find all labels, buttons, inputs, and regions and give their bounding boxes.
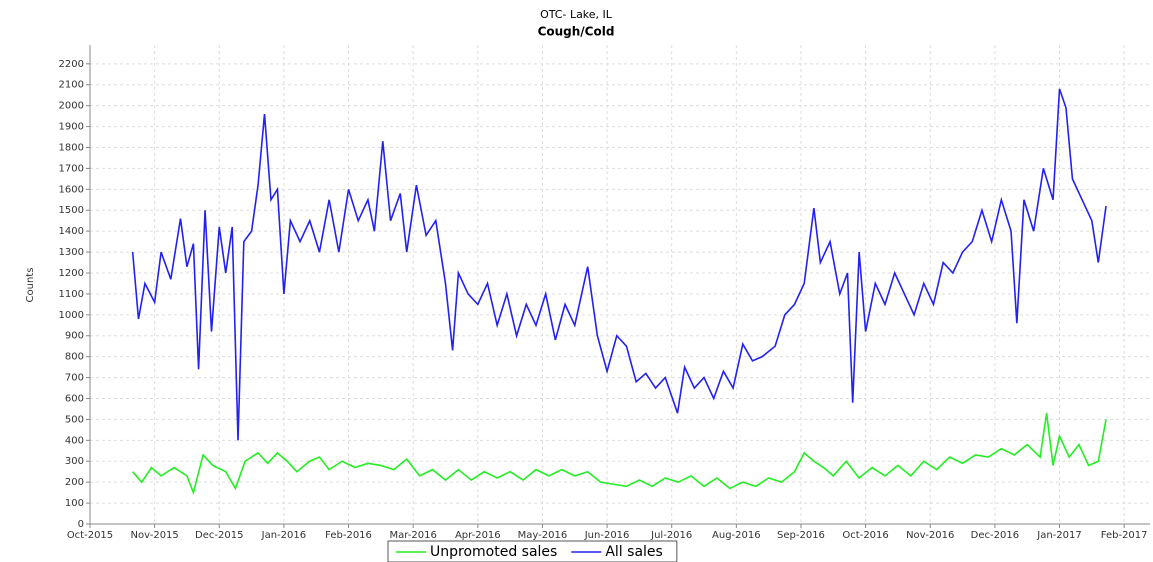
y-tick-label: 0: [78, 519, 84, 530]
x-tick-label: Dec-2016: [971, 530, 1019, 541]
legend: Unpromoted sales All sales: [387, 540, 678, 562]
legend-box: [387, 540, 678, 562]
y-tick-label: 1100: [59, 289, 84, 300]
y-tick-label: 2200: [59, 59, 84, 70]
y-tick-label: 2100: [59, 80, 84, 91]
x-tick-label: Apr-2016: [455, 530, 501, 541]
y-tick-label: 200: [65, 477, 84, 488]
x-tick-label: Mar-2016: [390, 530, 437, 541]
y-tick-label: 1700: [59, 163, 84, 174]
y-tick-label: 700: [65, 373, 84, 384]
y-tick-label: 500: [65, 414, 84, 425]
y-tick-label: 1900: [59, 122, 84, 133]
y-tick-label: 800: [65, 352, 84, 363]
y-tick-label: 1500: [59, 205, 84, 216]
chart-subtitle: Cough/Cold: [538, 25, 615, 39]
y-tick-label: 2000: [59, 101, 84, 112]
y-axis-label: Counts: [25, 268, 36, 303]
y-tick-label: 1300: [59, 247, 84, 258]
y-tick-label: 100: [65, 498, 84, 509]
y-tick-label: 900: [65, 331, 84, 342]
x-tick-label: Oct-2016: [842, 530, 888, 541]
legend-label: All sales: [605, 544, 662, 560]
x-tick-label: Jul-2016: [650, 530, 692, 541]
x-tick-label: Aug-2016: [712, 530, 761, 541]
chart-title: OTC- Lake, IL: [540, 8, 613, 21]
x-tick-label: Nov-2016: [906, 530, 954, 541]
x-tick-label: Jan-2017: [1036, 530, 1081, 541]
y-tick-label: 600: [65, 393, 84, 404]
y-tick-label: 1800: [59, 142, 84, 153]
x-tick-label: Sep-2016: [777, 530, 825, 541]
y-tick-label: 1600: [59, 184, 84, 195]
plot-area: [90, 45, 1150, 524]
x-tick-label: Feb-2017: [1101, 530, 1148, 541]
x-tick-label: Jan-2016: [261, 530, 306, 541]
y-tick-label: 300: [65, 456, 84, 467]
y-tick-label: 1400: [59, 226, 84, 237]
x-tick-label: Feb-2016: [325, 530, 372, 541]
x-tick-label: May-2016: [518, 530, 568, 541]
x-tick-label: Nov-2015: [130, 530, 178, 541]
series-line: [132, 413, 1107, 496]
x-tick-label: Oct-2015: [67, 530, 113, 541]
y-tick-label: 1200: [59, 268, 84, 279]
y-tick-label: 400: [65, 435, 84, 446]
legend-label: Unpromoted sales: [430, 544, 557, 560]
y-tick-label: 1000: [59, 310, 84, 321]
x-tick-label: Jun-2016: [584, 530, 630, 541]
x-tick-label: Dec-2015: [195, 530, 243, 541]
series-line: [131, 88, 1107, 441]
